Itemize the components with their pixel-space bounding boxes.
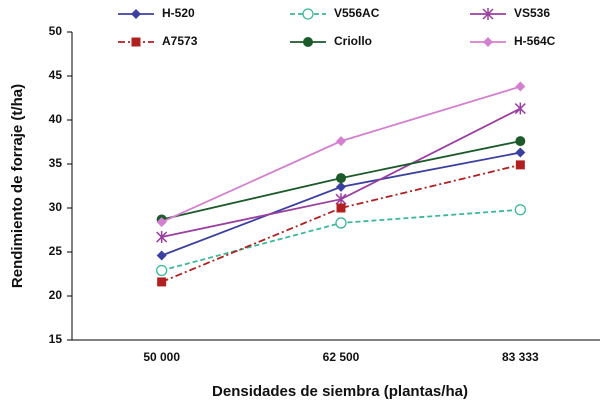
data-point [336, 136, 346, 147]
y-tick-label: 20 [49, 288, 63, 302]
data-point [156, 217, 167, 228]
data-point [335, 193, 347, 206]
data-point [514, 204, 526, 216]
legend-marker [131, 37, 141, 47]
legend-label: Criollo [334, 34, 372, 48]
legend-label: A7573 [162, 34, 198, 48]
x-tick-label: 62 500 [323, 350, 360, 364]
data-point [515, 136, 526, 147]
data-point [336, 173, 346, 184]
x-tick-label: 83 333 [502, 350, 539, 364]
data-point [157, 277, 167, 287]
legend-marker [303, 37, 313, 47]
y-tick-label: 35 [49, 156, 63, 170]
y-tick-label: 45 [49, 68, 63, 82]
legend-marker [482, 8, 494, 20]
legend-label: H-564C [514, 34, 556, 48]
data-point [336, 203, 346, 213]
legend-marker [131, 9, 141, 19]
data-point [156, 264, 168, 277]
y-tick-label: 30 [49, 200, 63, 214]
x-tick-label: 50 000 [143, 350, 180, 364]
data-point [514, 102, 526, 115]
data-point [515, 81, 526, 92]
series-line [161, 164, 521, 283]
data-point [335, 217, 347, 229]
y-tick-label: 50 [49, 24, 63, 38]
y-tick-label: 25 [49, 244, 63, 258]
y-tick-label: 15 [49, 332, 63, 346]
y-axis-label: Rendimiento de forraje (t/ha) [9, 84, 26, 288]
x-axis-label: Densidades de siembra (plantas/ha) [212, 383, 468, 400]
data-point [156, 250, 167, 261]
legend-label: VS536 [514, 6, 550, 20]
data-point [515, 147, 526, 158]
legend-label: H-520 [162, 6, 195, 20]
legend-label: V556AC [334, 6, 380, 20]
data-point [515, 160, 525, 170]
y-tick-label: 40 [49, 112, 63, 126]
data-point [336, 181, 346, 192]
legend-marker [302, 8, 314, 20]
data-point [156, 231, 168, 244]
legend-marker [483, 37, 493, 47]
